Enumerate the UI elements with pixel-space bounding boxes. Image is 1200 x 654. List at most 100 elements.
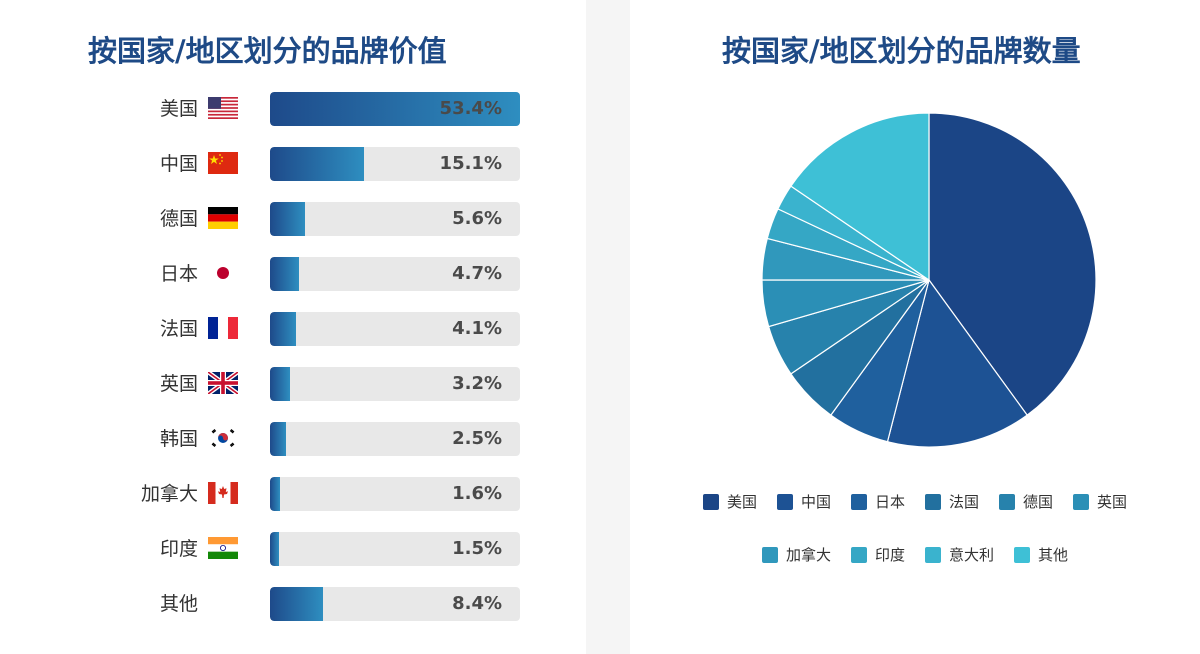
pie-legend-row-2: 加拿大 印度 意大利 其他 [630,544,1200,565]
bar-fill [270,92,520,126]
bar-fill [270,532,280,566]
bar-row: 法国 4.1% [0,312,586,346]
bar-label: 德国 [159,208,198,230]
brand-count-pie [761,112,1097,448]
bar-fill [270,477,280,511]
bar-fill [270,312,296,346]
bar-fill [270,147,365,181]
legend-item: 印度 [850,544,905,565]
legend-label: 加拿大 [785,546,831,564]
bar-label: 其他 [159,593,198,615]
uk-flag-icon [206,370,240,396]
legend-swatch [925,493,941,510]
legend-item: 中国 [776,491,831,512]
bar-value: 1.6% [452,483,502,504]
bar-row: 韩国 2.5% [0,422,586,456]
bar-track: 4.7% [270,257,520,291]
legend-swatch [850,493,867,510]
legend-label: 美国 [726,493,757,511]
legend-swatch [702,493,719,510]
china-flag-icon [208,152,238,174]
brand-value-panel: 按国家/地区划分的品牌价值 美国 53.4% 中国 15.1% 德国 5.6% 日本 4.7%… [0,0,586,654]
bar-label: 英国 [159,373,198,395]
bar-label: 印度 [159,538,198,560]
pie-slice-1 [886,278,1028,448]
bar-value: 53.4% [439,98,502,119]
legend-item: 日本 [850,491,905,512]
bar-fill [270,257,300,291]
bar-value: 1.5% [452,538,502,559]
legend-swatch [850,546,867,563]
bar-label: 美国 [159,98,198,120]
legend-item: 英国 [1073,491,1127,512]
legend-label: 法国 [949,493,980,511]
france-flag-icon [208,317,238,339]
bar-track: 53.4% [270,92,520,126]
pie-slice-9 [790,112,930,282]
legend-label: 意大利 [949,546,995,564]
bar-track: 1.6% [270,477,520,511]
korea-flag-icon [208,427,238,449]
legend-item: 加拿大 [761,544,831,565]
legend-item: 其他 [1014,544,1068,565]
canada-flag-icon [208,482,238,504]
japan-flag-icon [208,262,238,284]
bar-label: 加拿大 [140,483,198,505]
bar-row: 印度 1.5% [0,532,586,566]
bar-fill [270,367,290,401]
bar-fill [270,422,286,456]
india-flag-icon [208,537,238,559]
germany-flag-icon [208,207,238,229]
us-flag-icon [208,97,238,119]
bar-track: 1.5% [270,532,520,566]
brand-count-title: 按国家/地区划分的品牌数量 [722,34,1081,68]
bar-row: 英国 3.2% [0,367,586,401]
bar-row: 美国 53.4% [0,92,586,126]
pie-legend-row-1: 美国 中国 日本 法国 德国 英国 [630,491,1200,512]
bar-track: 3.2% [270,367,520,401]
bar-track: 5.6% [270,202,520,236]
legend-swatch [999,493,1016,510]
bar-row: 加拿大 1.6% [0,477,586,511]
legend-label: 印度 [874,546,905,564]
legend-item: 意大利 [925,544,994,565]
legend-item: 法国 [925,491,979,512]
brand-count-panel: 按国家/地区划分的品牌数量 美国 中国 日本 法国 德国 英国 加拿大 印度 意大利 其他 [630,0,1200,654]
bar-row: 中国 15.1% [0,147,586,181]
legend-swatch [776,493,793,510]
brand-value-title: 按国家/地区划分的品牌价值 [88,34,447,68]
bar-row: 日本 4.7% [0,257,586,291]
bar-label: 日本 [159,263,198,285]
panel-divider [586,0,630,654]
legend-label: 其他 [1038,546,1069,564]
legend-item: 德国 [999,491,1053,512]
bar-value: 8.4% [452,593,502,614]
bar-value: 5.6% [452,208,502,229]
bar-value: 4.7% [452,263,502,284]
bar-label: 韩国 [159,428,198,450]
bar-label: 中国 [159,153,198,175]
legend-swatch [1073,493,1090,510]
bar-row: 其他 8.4% [0,587,586,621]
legend-label: 日本 [874,493,905,511]
bar-track: 4.1% [270,312,520,346]
legend-label: 英国 [1097,493,1128,511]
bar-track: 2.5% [270,422,520,456]
legend-swatch [925,546,941,563]
legend-swatch [1014,546,1031,563]
bar-value: 2.5% [452,428,502,449]
bar-fill [270,202,305,236]
legend-swatch [761,546,778,563]
legend-label: 德国 [1023,493,1054,511]
legend-item: 美国 [702,491,757,512]
bar-row: 德国 5.6% [0,202,586,236]
bar-value: 4.1% [452,318,502,339]
legend-label: 中国 [800,493,831,511]
bar-track: 8.4% [270,587,520,621]
bar-label: 法国 [159,318,198,340]
bar-fill [270,587,323,621]
bar-value: 15.1% [439,153,502,174]
bar-track: 15.1% [270,147,520,181]
bar-value: 3.2% [452,373,502,394]
pie-slice-0 [928,112,1097,416]
